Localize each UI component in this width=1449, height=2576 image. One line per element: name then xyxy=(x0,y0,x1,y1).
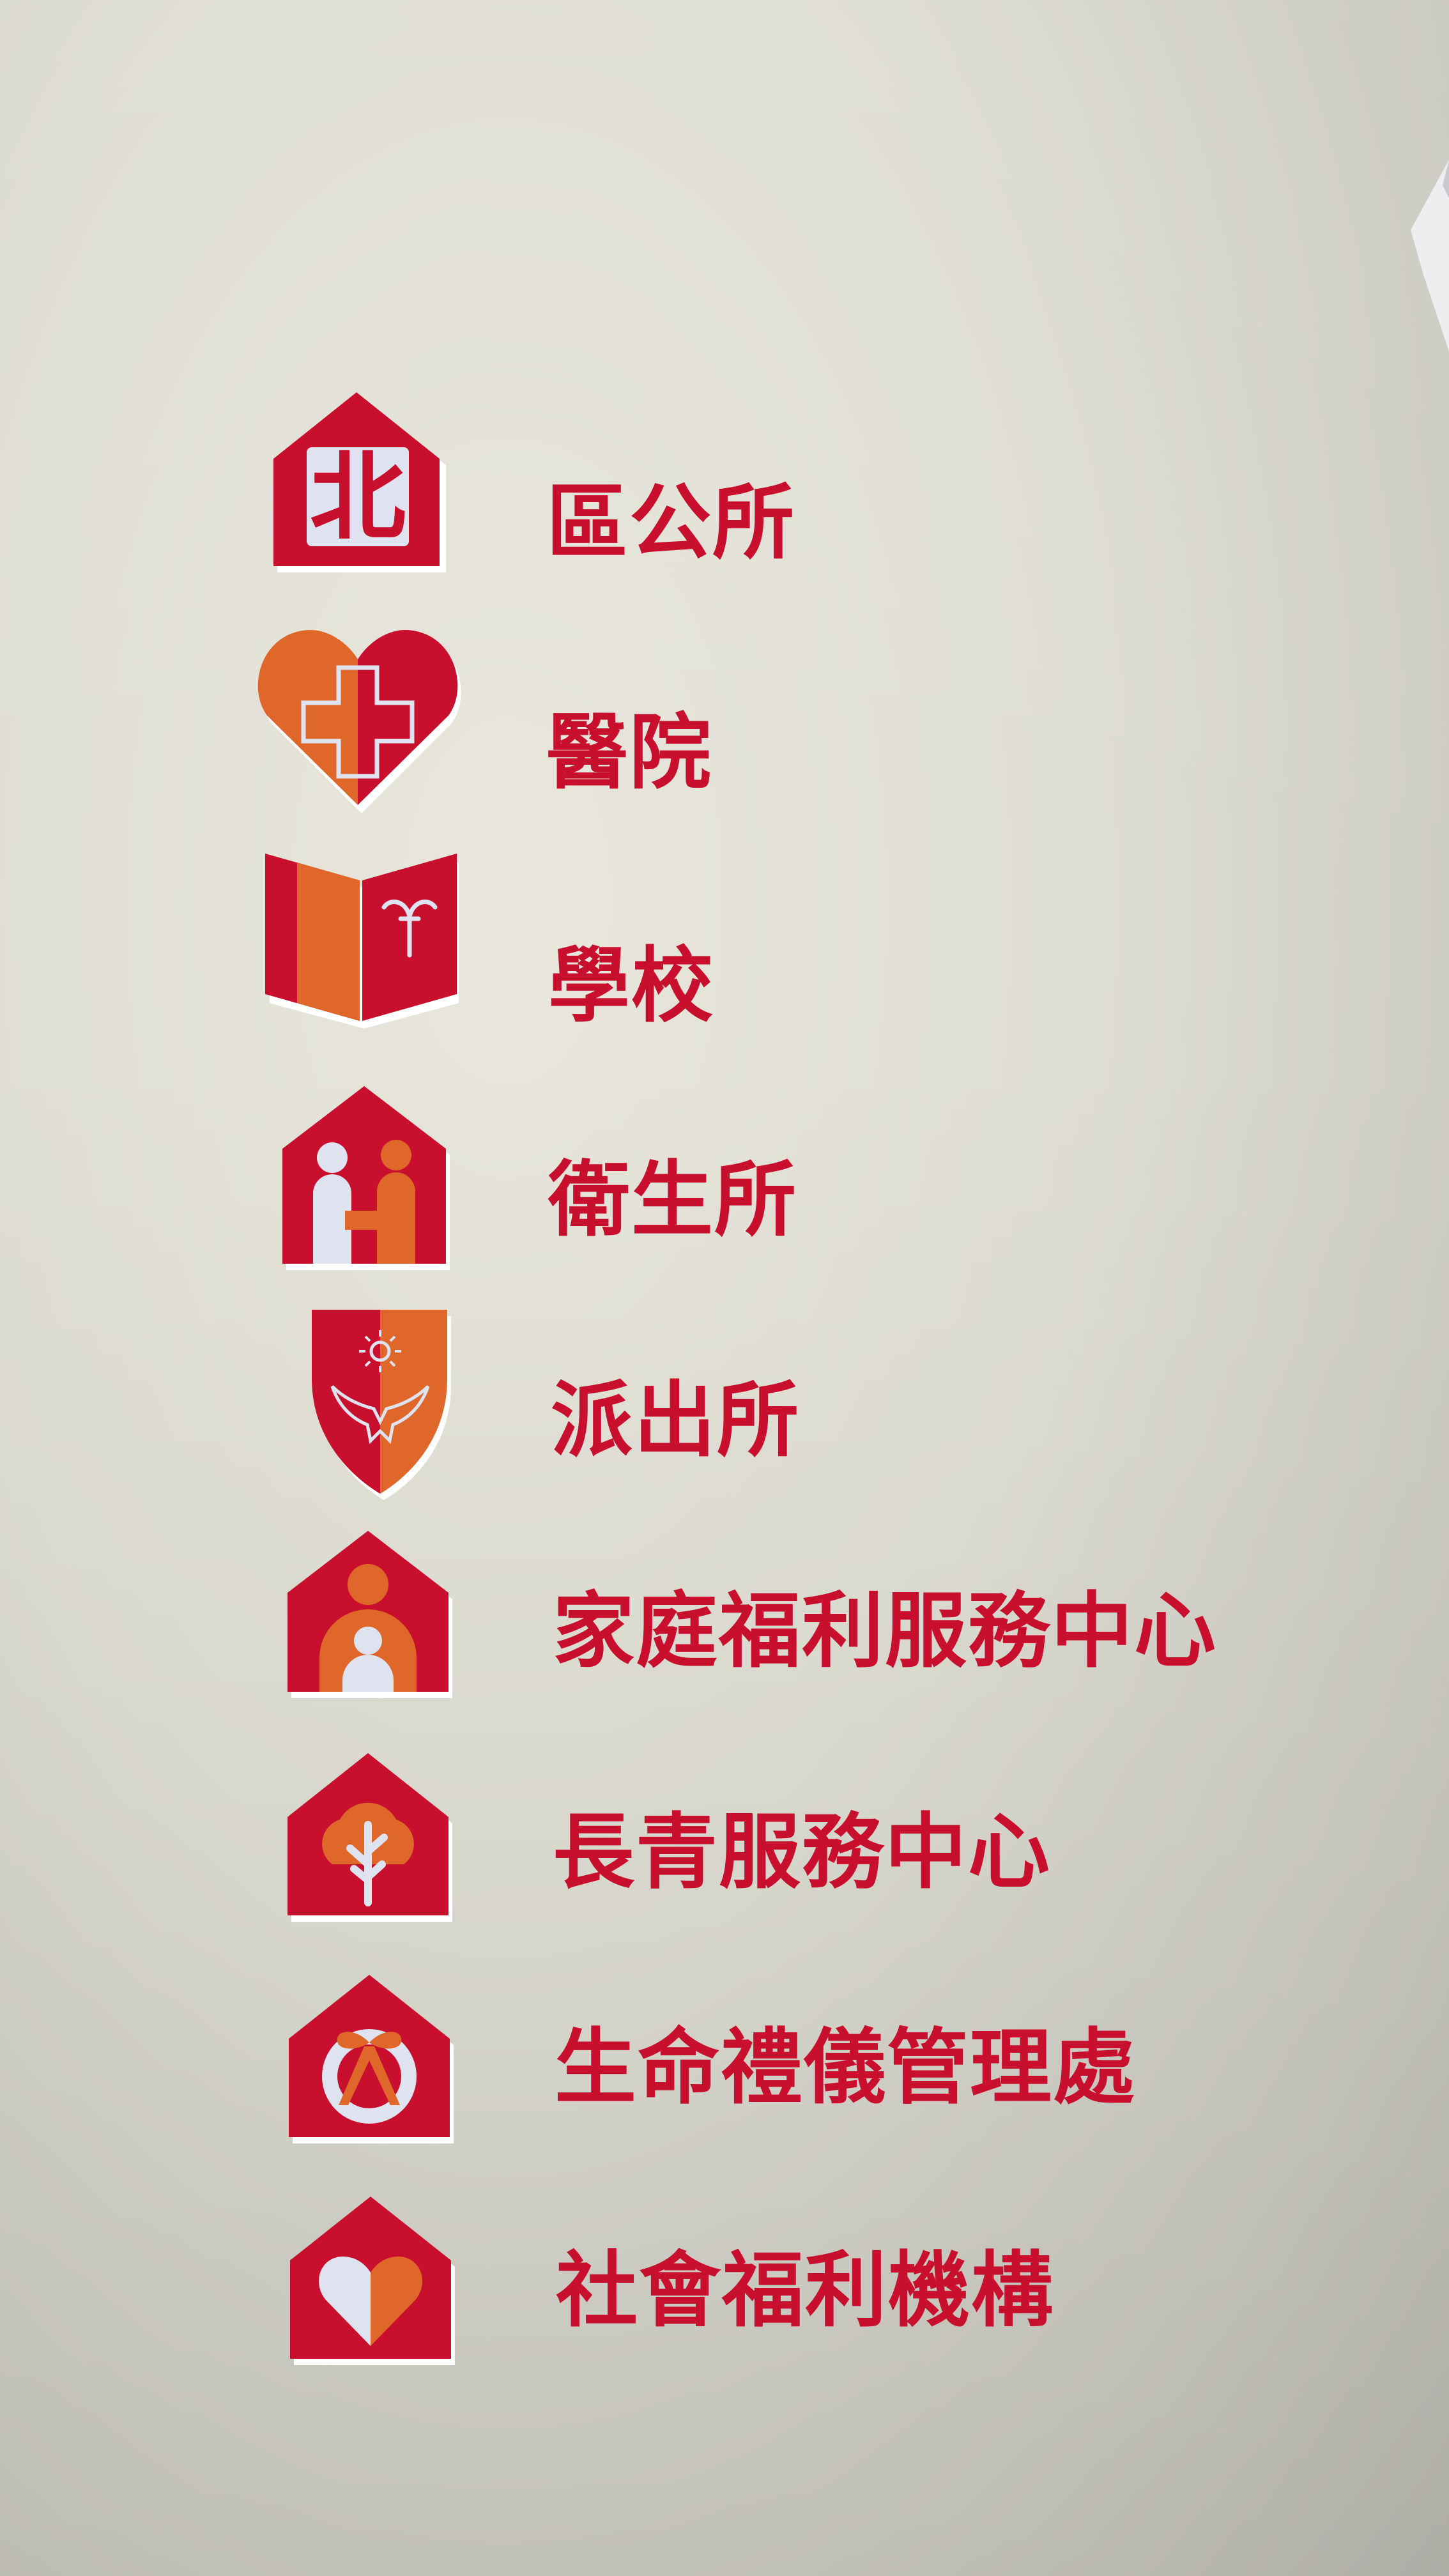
directory-row-hospital: 醫院 xyxy=(0,613,1449,813)
wall-corner-object xyxy=(1411,160,1449,351)
social-welfare-heart-icon xyxy=(276,2193,480,2397)
directory-row-police-station: 派出所 xyxy=(0,1303,1449,1500)
directory-row-school: 學校 xyxy=(0,843,1449,1035)
label-family-welfare-center: 家庭福利服務中心 xyxy=(553,1584,1218,1679)
health-center-icon xyxy=(268,1080,473,1284)
label-health-center: 衛生所 xyxy=(548,1153,798,1248)
directory-row-family-welfare-center: 家庭福利服務中心 xyxy=(0,1527,1449,1719)
label-social-welfare-institution: 社會福利機構 xyxy=(556,2243,1055,2338)
directory-row-district-office: 北 區公所 xyxy=(0,383,1449,575)
label-funeral-management: 生命禮儀管理處 xyxy=(555,2020,1137,2115)
district-office-icon-text: 北 xyxy=(310,442,406,553)
school-book-icon xyxy=(259,843,463,1048)
directory-row-senior-service-center: 長青服務中心 xyxy=(0,1749,1449,1941)
funeral-ribbon-icon xyxy=(275,1971,479,2175)
label-hospital: 醫院 xyxy=(546,705,713,801)
directory-row-funeral-management: 生命禮儀管理處 xyxy=(0,1971,1449,2163)
district-office-icon: 北 xyxy=(262,383,466,588)
family-welfare-icon xyxy=(273,1527,478,1731)
label-district-office: 區公所 xyxy=(546,475,796,571)
hospital-heart-icon xyxy=(256,613,461,818)
label-school: 學校 xyxy=(548,939,715,1034)
label-senior-service-center: 長青服務中心 xyxy=(553,1805,1052,1900)
directory-row-health-center: 衛生所 xyxy=(0,1080,1449,1271)
senior-tree-icon xyxy=(273,1749,478,1954)
police-shield-icon xyxy=(275,1303,479,1508)
label-police-station: 派出所 xyxy=(551,1373,801,1468)
directory-row-social-welfare-institution: 社會福利機構 xyxy=(0,2193,1449,2384)
